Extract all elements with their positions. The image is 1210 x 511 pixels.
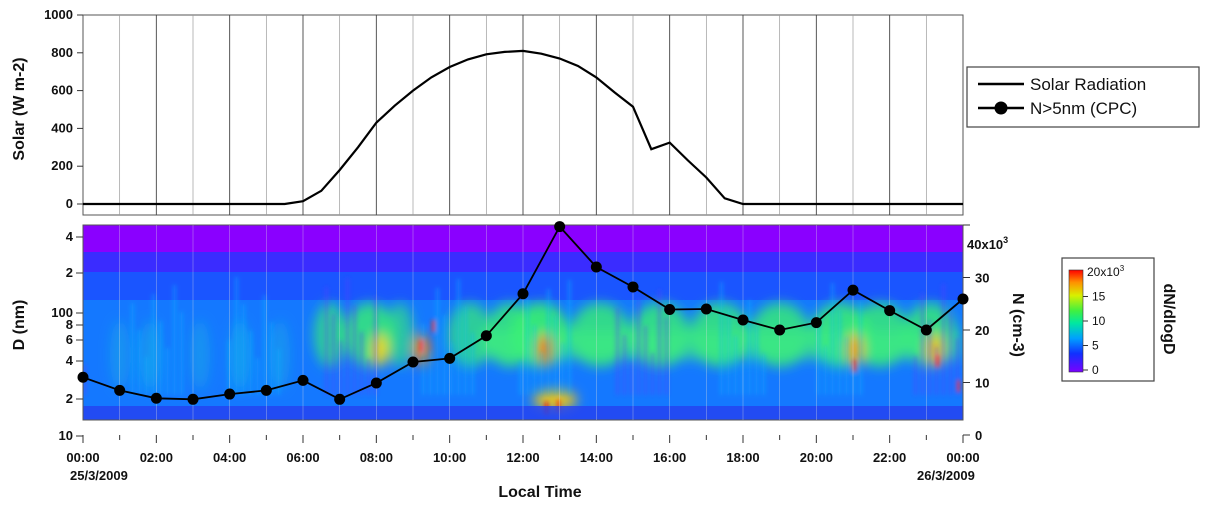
number-conc-tick-label: 30 [975, 271, 989, 286]
colorbar-top-tick: 20x103 [1087, 264, 1125, 279]
cpc-point [444, 352, 456, 364]
cpc-point [774, 324, 786, 336]
right-top-tick: 40x103 [967, 235, 1008, 252]
cpc-point [407, 356, 419, 368]
diameter-tick-label: 4 [66, 229, 74, 244]
cpc-point [884, 305, 896, 317]
time-tick-label: 06:00 [286, 450, 319, 465]
cpc-point [737, 314, 749, 326]
x-axis-title: Local Time [498, 484, 581, 501]
colorbar-tick-label: 10 [1092, 314, 1106, 328]
time-tick-label: 18:00 [726, 450, 759, 465]
solar-ytick-label: 200 [51, 158, 73, 173]
cpc-point [334, 393, 346, 405]
colorbar-tick-label: 0 [1092, 363, 1099, 377]
colorbar-ticks: 0 5 10 15 [1083, 290, 1106, 377]
solar-radiation-line [83, 49, 963, 206]
legend-box [966, 66, 1200, 128]
cpc-point [150, 392, 162, 404]
cpc-point [920, 324, 932, 336]
cpc-point [810, 317, 822, 329]
solar-gridlines [119, 15, 927, 215]
diameter-tick-label: 100 [51, 305, 73, 320]
time-ticks: 00:00 02:00 04:00 06:00 08:00 10:00 12:00 14:00… [66, 435, 980, 465]
cpc-point [77, 371, 89, 383]
number-conc-tick-label: 0 [975, 428, 982, 443]
diameter-tick-label: 4 [66, 353, 74, 368]
cpc-point [590, 261, 602, 273]
cpc-point [260, 384, 272, 396]
time-tick-label: 12:00 [506, 450, 539, 465]
solar-panel: 0 200 400 600 800 1000 Solar (W m-2) [11, 7, 964, 216]
cpc-point [370, 377, 382, 389]
colorbar-tick-label: 15 [1092, 290, 1106, 304]
cpc-point [517, 288, 529, 300]
time-tick-label: 20:00 [800, 450, 833, 465]
solar-ytick-label: 800 [51, 45, 73, 60]
date-start-label: 25/3/2009 [70, 468, 128, 483]
solar-ytick-label: 400 [51, 120, 73, 135]
time-tick-label: 14:00 [580, 450, 613, 465]
solar-ytick-label: 0 [66, 196, 73, 211]
cpc-point [480, 330, 492, 342]
time-tick-label: 10:00 [433, 450, 466, 465]
cpc-point [554, 221, 566, 233]
colorbar-label: dN/dlogD [1160, 283, 1177, 354]
cpc-point [114, 384, 126, 396]
diameter-tick-label: 8 [66, 317, 73, 332]
number-conc-tick-label: 20 [975, 323, 989, 338]
number-conc-axis-title: N (cm-3) [1009, 293, 1026, 357]
time-tick-label: 16:00 [653, 450, 686, 465]
diameter-tick-label: 2 [66, 265, 73, 280]
colorbar-tick-label: 5 [1092, 339, 1099, 353]
legend-cpc-marker [994, 101, 1008, 115]
cpc-point [627, 281, 639, 293]
cpc-point [187, 393, 199, 405]
time-tick-label: 08:00 [360, 450, 393, 465]
cpc-point [700, 303, 712, 315]
diameter-tick-label: 10 [59, 428, 73, 443]
cpc-point [847, 284, 859, 296]
solar-y-axis-title: Solar (W m-2) [11, 57, 28, 160]
colorbar: 0 5 10 15 20x103 dN/dlogD [1061, 257, 1177, 382]
number-conc-ticks: 0 10 20 30 [963, 224, 989, 443]
time-tick-label: 22:00 [873, 450, 906, 465]
cpc-point [297, 374, 309, 386]
solar-y-ticks: 0 200 400 600 800 1000 [44, 7, 83, 211]
solar-ytick-label: 600 [51, 83, 73, 98]
solar-ytick-label: 1000 [44, 7, 73, 22]
time-tick-label: 00:00 [66, 450, 99, 465]
legend-cpc-label: N>5nm (CPC) [1030, 99, 1137, 118]
time-tick-label: 04:00 [213, 450, 246, 465]
legend: Solar Radiation N>5nm (CPC) [966, 66, 1200, 128]
cpc-point [957, 293, 969, 305]
diameter-tick-label: 6 [66, 332, 73, 347]
time-tick-label: 02:00 [140, 450, 173, 465]
colorbar-gradient [1068, 269, 1084, 373]
diameter-tick-label: 2 [66, 391, 73, 406]
date-end-label: 26/3/2009 [917, 468, 975, 483]
cpc-point [664, 304, 676, 316]
number-conc-tick-label: 10 [975, 376, 989, 391]
cpc-markers [77, 221, 969, 405]
time-tick-label: 00:00 [946, 450, 979, 465]
diameter-axis-title: D (nm) [11, 300, 28, 351]
legend-solar-label: Solar Radiation [1030, 75, 1146, 94]
cpc-point [224, 388, 236, 400]
